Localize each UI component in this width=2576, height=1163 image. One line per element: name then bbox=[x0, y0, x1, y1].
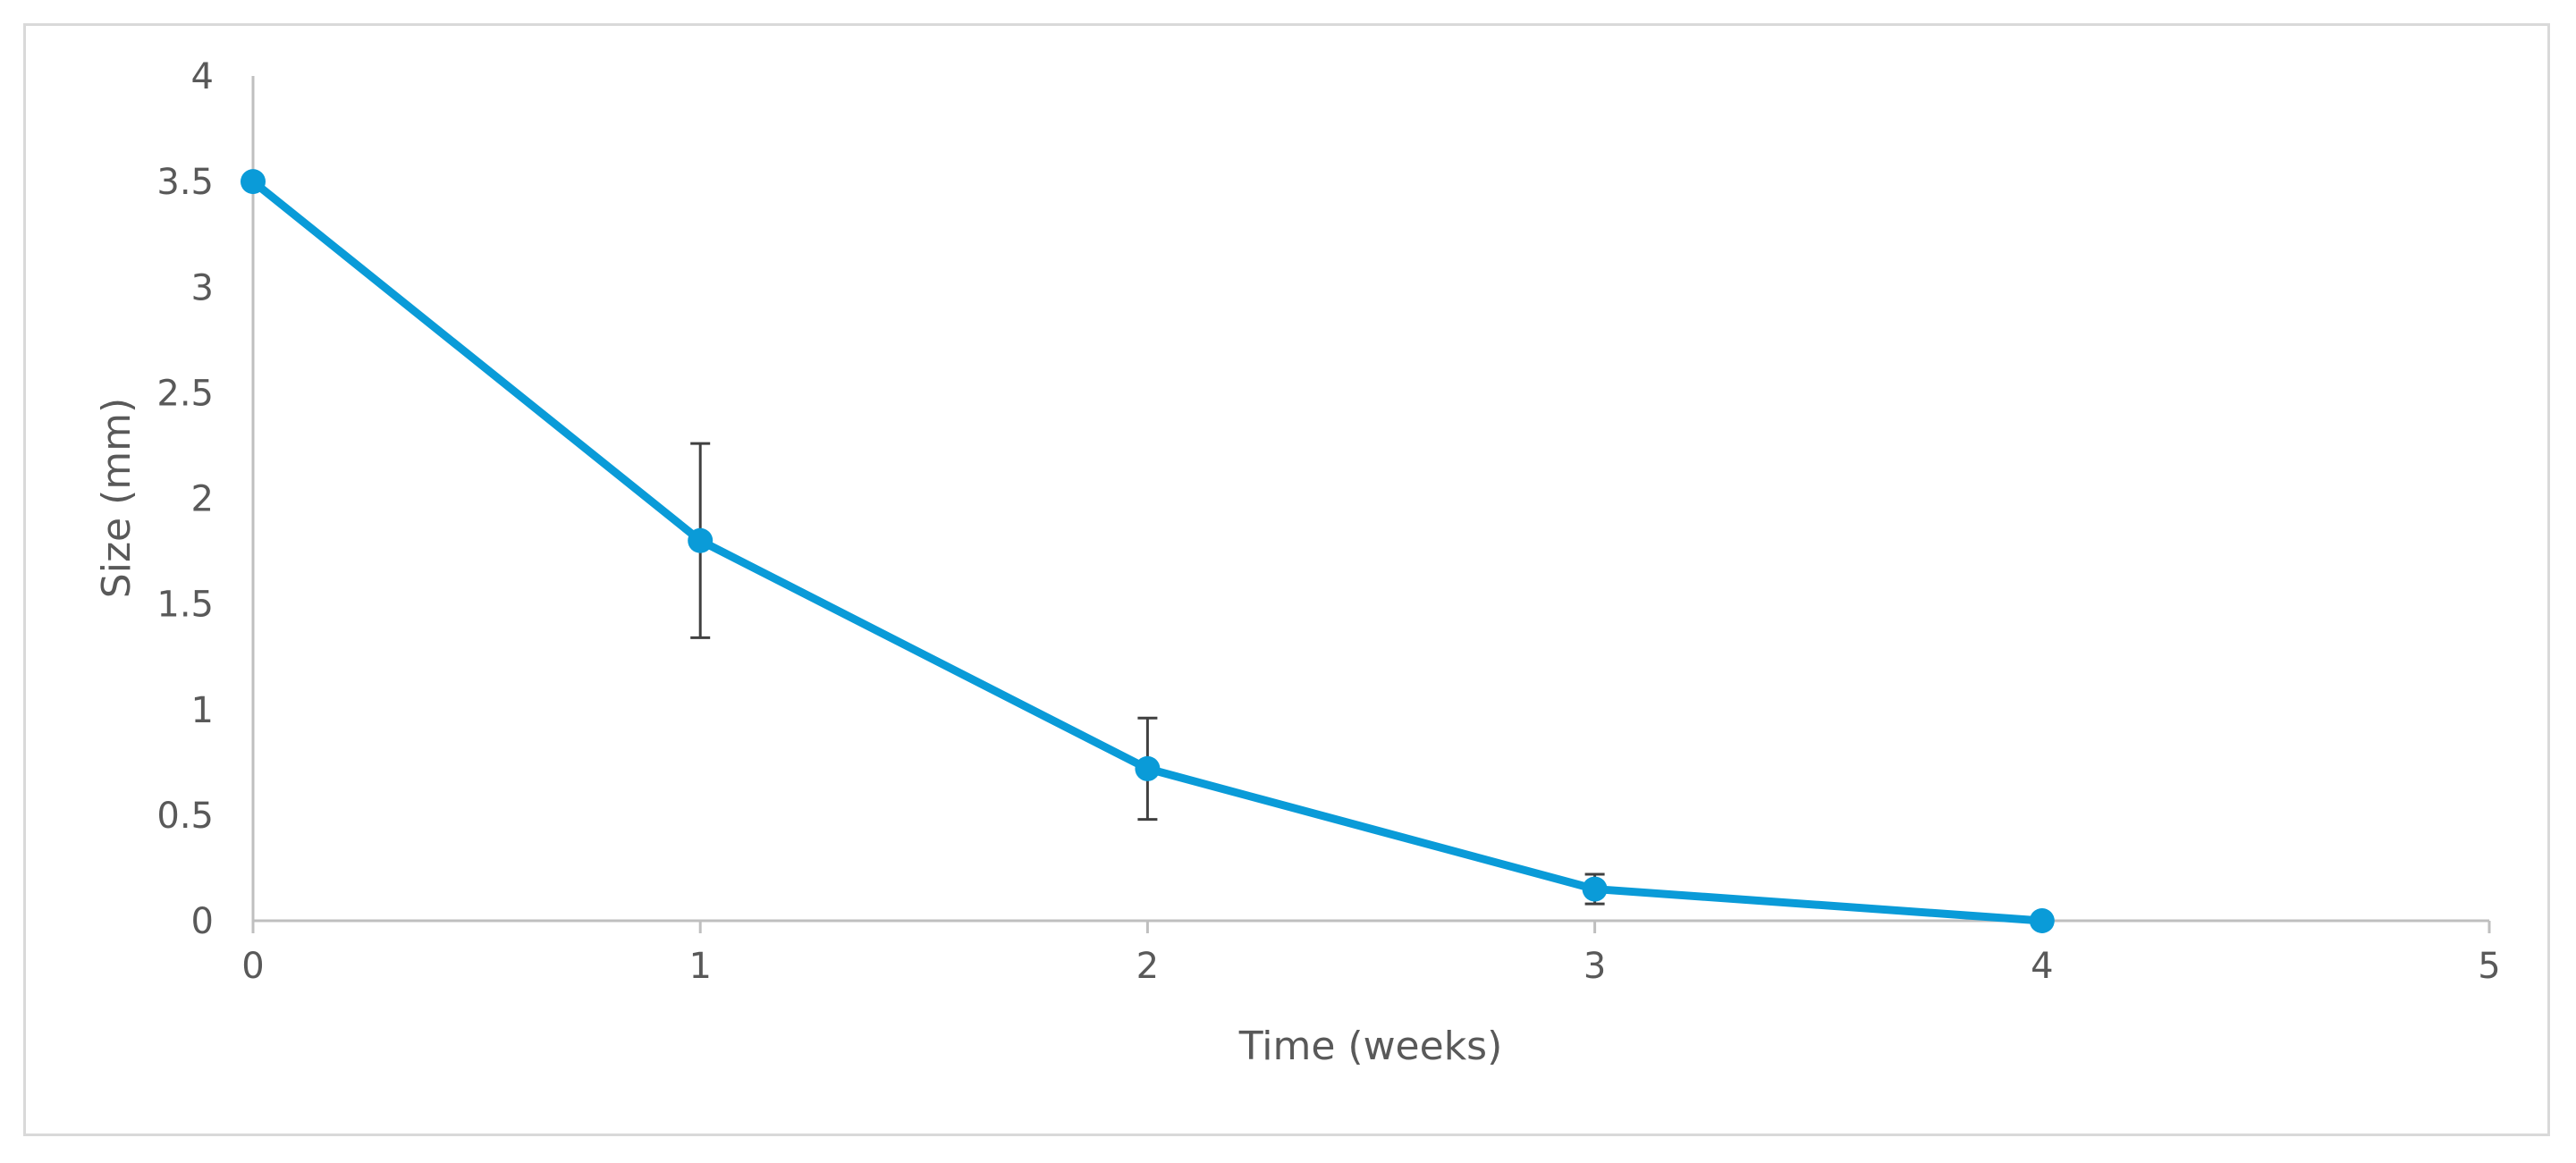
y-tick-label: 3 bbox=[191, 267, 214, 308]
data-point bbox=[1135, 755, 1161, 781]
y-axis-title: Size (mm) bbox=[94, 398, 139, 598]
y-tick-label: 3.5 bbox=[156, 162, 214, 203]
y-tick-label: 0 bbox=[191, 901, 214, 942]
y-tick-label: 4 bbox=[191, 56, 214, 97]
y-tick-label: 1.5 bbox=[156, 585, 214, 626]
x-axis-title: Time (weeks) bbox=[1238, 1024, 1503, 1069]
x-tick-label: 3 bbox=[1584, 946, 1606, 987]
data-point bbox=[2029, 908, 2055, 933]
x-tick-label: 4 bbox=[2031, 946, 2053, 987]
x-tick-label: 5 bbox=[2478, 946, 2500, 987]
axes bbox=[251, 76, 2491, 933]
chart-frame bbox=[23, 23, 2550, 1136]
x-tick-label: 2 bbox=[1136, 946, 1159, 987]
series bbox=[241, 169, 2055, 933]
tick-labels: 0 1 2 3 4 5 0 0.5 1 1.5 2 2.5 3 3.5 4 bbox=[156, 56, 2500, 987]
x-tick-label: 1 bbox=[688, 946, 711, 987]
y-tick-label: 1 bbox=[191, 690, 214, 731]
y-tick-label: 2.5 bbox=[156, 373, 214, 414]
y-tick-label: 0.5 bbox=[156, 796, 214, 837]
data-point bbox=[1582, 876, 1608, 902]
data-point bbox=[241, 169, 266, 195]
x-tick-label: 0 bbox=[241, 946, 264, 987]
y-tick-label: 2 bbox=[191, 479, 214, 520]
error-bars bbox=[690, 442, 1605, 906]
data-point bbox=[688, 527, 714, 553]
